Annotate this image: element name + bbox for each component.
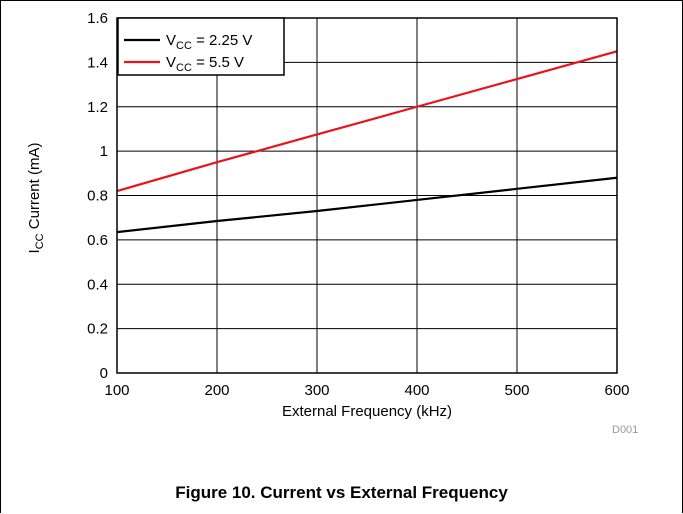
y-axis-label-main: I [26, 249, 43, 253]
series-line-0 [116, 176, 618, 234]
x-tick-label: 600 [604, 382, 629, 399]
legend-label-rest: = 2.25 V [192, 32, 252, 49]
x-tick-label: 300 [304, 382, 329, 399]
y-tick-label: 0.2 [87, 321, 108, 338]
grid [116, 17, 618, 374]
y-axis-label: ICC Current (mA) [26, 143, 46, 254]
legend-label-vcc-2-25: VCC = 2.25 V [166, 32, 252, 52]
y-tick-label: 1.2 [87, 99, 108, 116]
legend-box [117, 17, 285, 76]
legend-label-sub: CC [176, 40, 192, 52]
legend-label-main: V [166, 54, 176, 71]
y-tick-label: 1.6 [87, 10, 108, 27]
legend-label-vcc-5-5: VCC = 5.5 V [166, 54, 244, 74]
plot-area [116, 17, 618, 374]
legend-label-sub: CC [176, 62, 192, 74]
series-line-1 [116, 50, 618, 193]
y-tick-label: 1.4 [87, 54, 108, 71]
x-tick-label: 200 [204, 382, 229, 399]
legend-label-rest: = 5.5 V [192, 54, 244, 71]
y-tick-label: 1 [100, 143, 108, 160]
figure-code: D001 [612, 424, 639, 436]
y-tick-labels: 0 0.2 0.4 0.6 0.8 1 1.2 1.4 1.6 [87, 10, 108, 382]
x-tick-labels: 100 200 300 400 500 600 [104, 382, 629, 399]
y-axis-label-sub: CC [34, 233, 46, 249]
y-tick-label: 0 [100, 365, 108, 382]
legend-label-main: V [166, 32, 176, 49]
y-tick-label: 0.4 [87, 276, 108, 293]
y-tick-label: 0.8 [87, 188, 108, 205]
x-tick-label: 500 [504, 382, 529, 399]
figure-caption: Figure 10. Current vs External Frequency [175, 483, 508, 502]
x-axis-label: External Frequency (kHz) [282, 403, 452, 420]
y-tick-label: 0.6 [87, 232, 108, 249]
legend: VCC = 2.25 V VCC = 5.5 V [117, 17, 285, 76]
x-tick-label: 400 [404, 382, 429, 399]
series-lines [116, 50, 618, 234]
y-axis-label-rest: Current (mA) [26, 143, 43, 234]
x-tick-label: 100 [104, 382, 129, 399]
